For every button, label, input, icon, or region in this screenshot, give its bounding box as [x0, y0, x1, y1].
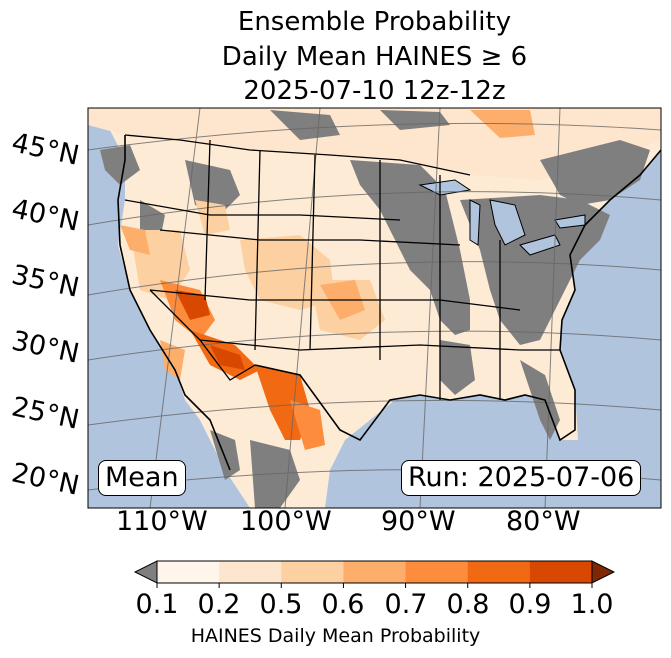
colorbar-label: HAINES Daily Mean Probability: [190, 625, 481, 647]
colorbar-tick-2: 0.5: [259, 589, 303, 620]
coastline: [117, 135, 661, 471]
stat-label-box: Mean: [98, 460, 186, 496]
colorbar-tick-3: 0.6: [321, 589, 365, 620]
colorbar-under-arrow: [133, 560, 158, 584]
colorbar-tick-1: 0.2: [197, 589, 241, 620]
colorbar-swatch: [405, 561, 469, 583]
colorbar-swatch: [343, 561, 407, 583]
colorbar-tick-4: 0.7: [384, 589, 428, 620]
colorbar-tick-5: 0.8: [446, 589, 490, 620]
map-frame: [87, 107, 662, 509]
title-line-1: Ensemble Probability: [237, 7, 512, 37]
lon-label-80: 80°W: [506, 506, 581, 537]
no-data-regions: [100, 110, 650, 508]
title-line-3: 2025-07-10 12z-12z: [243, 76, 506, 106]
state-borders: [124, 134, 560, 400]
colorbar-swatch: [219, 561, 282, 583]
lon-label-100: 100°W: [240, 506, 332, 537]
colorbar-over-arrow: [591, 560, 616, 584]
colorbar-tick-0: 0.1: [135, 589, 179, 620]
run-label-box: Run: 2025-07-06: [401, 460, 642, 496]
colorbar-tick-7: 1.0: [570, 589, 614, 620]
colorbar-swatch: [529, 561, 593, 583]
colorbar-swatch: [157, 561, 220, 583]
colorbar-frame: [156, 560, 593, 584]
title-line-2: Daily Mean HAINES ≥ 6: [221, 42, 528, 72]
colorbar-swatch: [281, 561, 344, 583]
colorbar-tick-6: 0.9: [508, 589, 552, 620]
lon-label-90: 90°W: [381, 506, 456, 537]
lon-label-110: 110°W: [116, 506, 208, 537]
colorbar-swatch: [467, 561, 531, 583]
